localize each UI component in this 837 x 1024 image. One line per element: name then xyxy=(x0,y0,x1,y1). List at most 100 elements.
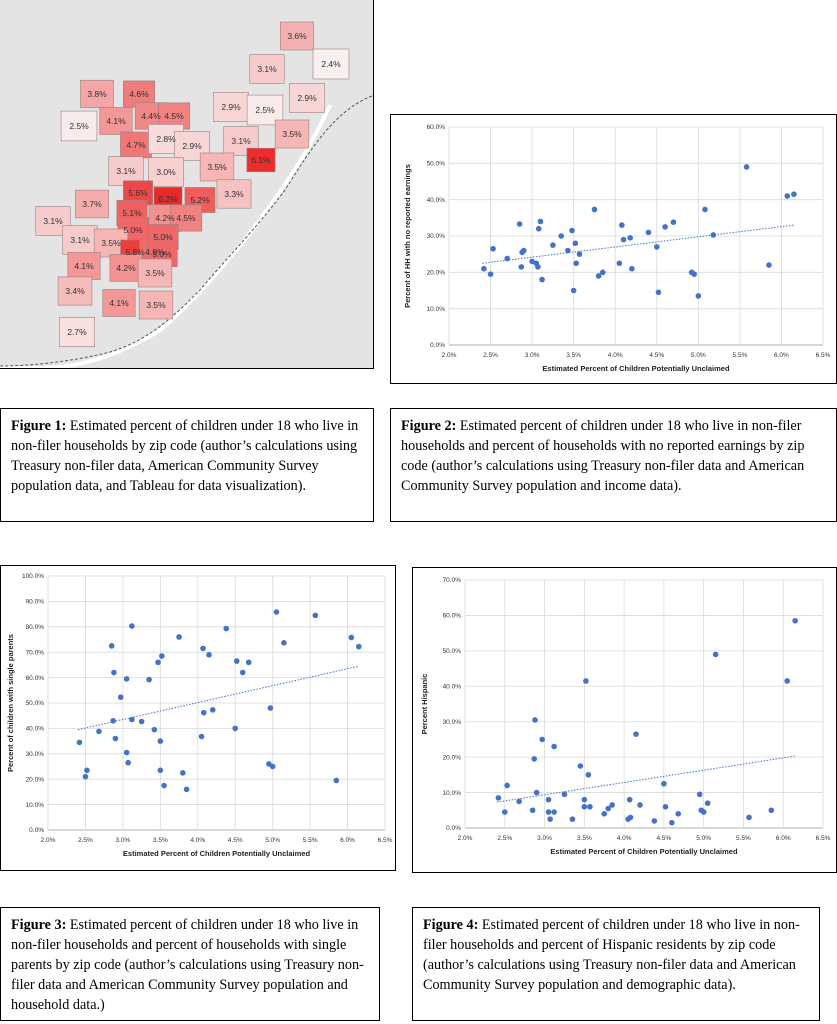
data-point xyxy=(535,225,542,232)
data-point xyxy=(176,634,182,640)
zip-region xyxy=(199,152,235,182)
zip-label: 4.4% xyxy=(141,111,161,121)
data-point xyxy=(551,809,557,815)
zip-label: 3.1% xyxy=(116,166,136,176)
data-point xyxy=(504,782,510,789)
data-point xyxy=(784,193,791,199)
data-point xyxy=(691,271,697,277)
data-point xyxy=(312,612,319,619)
data-point xyxy=(183,786,190,793)
x-tick-label: 6.0% xyxy=(774,352,789,359)
y-tick-label: 50.0% xyxy=(427,161,446,168)
figure-4-caption-text: Estimated percent of children under 18 w… xyxy=(423,917,800,993)
y-tick-label: 20.0% xyxy=(427,270,446,277)
zip-label: 5.2% xyxy=(190,195,210,205)
zip-label: 3.5% xyxy=(146,300,166,310)
x-tick-label: 5.0% xyxy=(696,835,711,842)
data-point xyxy=(151,726,158,733)
data-point xyxy=(547,816,553,822)
data-point xyxy=(627,235,633,241)
y-tick-label: 20.0% xyxy=(443,754,462,761)
data-point xyxy=(198,733,205,740)
y-tick-label: 0.0% xyxy=(430,342,445,349)
data-point xyxy=(232,725,239,732)
data-point xyxy=(206,651,212,658)
x-tick-label: 2.0% xyxy=(41,837,56,844)
figure-3-chart-frame: 0.0% 10.0% 20.0% 30.0% 40.0% 50.0% 60.0% 70.0% 8… xyxy=(0,565,396,871)
zip-label: 3.3% xyxy=(224,189,244,199)
y-tick-label: 40.0% xyxy=(443,683,462,690)
data-point xyxy=(159,653,165,659)
y-tick-label: 60.0% xyxy=(427,124,446,131)
y-axis-label: Percent of children with single parents xyxy=(6,634,15,772)
data-point xyxy=(157,767,164,774)
data-point xyxy=(355,643,362,650)
zip-region xyxy=(274,119,310,149)
x-tick-label: 4.5% xyxy=(656,835,671,842)
data-point xyxy=(784,678,790,684)
x-tick-label: 6.0% xyxy=(776,835,791,842)
zip-label: 2.7% xyxy=(67,327,87,337)
y-tick-label: 50.0% xyxy=(26,700,45,707)
zip-label: 4.2% xyxy=(116,263,136,273)
data-point xyxy=(129,716,135,723)
trendline xyxy=(482,224,794,264)
data-point xyxy=(129,623,135,629)
zip-label: 3.0% xyxy=(156,167,176,177)
x-tick-label: 4.5% xyxy=(649,352,664,359)
data-point xyxy=(281,640,287,646)
zip-label: 4.6% xyxy=(129,89,149,99)
trendline xyxy=(496,755,796,803)
figure-2-caption-lead: Figure 2: xyxy=(401,418,457,434)
y-tick-label: 10.0% xyxy=(427,306,446,313)
data-point xyxy=(551,743,557,750)
data-point xyxy=(581,803,588,810)
zip-region xyxy=(216,179,252,209)
x-tick-label: 3.5% xyxy=(566,352,581,359)
y-tick-label: 70.0% xyxy=(26,649,45,656)
data-point xyxy=(539,736,545,743)
data-point xyxy=(348,634,355,641)
data-point xyxy=(533,789,540,796)
data-point xyxy=(700,809,707,815)
data-point xyxy=(661,780,667,787)
data-point xyxy=(570,287,577,294)
x-tick-label: 4.0% xyxy=(190,837,205,844)
data-point xyxy=(539,276,545,283)
data-point xyxy=(746,814,752,821)
data-point xyxy=(518,264,525,270)
figure-2-chart-frame: 0.0% 10.0% 20.0% 30.0% 40.0% 50.0% 60.0% 2.0% 2.… xyxy=(390,114,837,384)
data-point xyxy=(529,807,536,814)
zip-label: 3.6% xyxy=(287,31,307,41)
zip-label: 3.8% xyxy=(87,89,107,99)
figure-4-caption-lead: Figure 4: xyxy=(423,917,479,933)
data-point xyxy=(609,802,615,808)
data-point xyxy=(490,245,496,252)
data-point xyxy=(702,206,708,213)
x-tick-label: 2.5% xyxy=(483,352,498,359)
figure-3-caption-lead: Figure 3: xyxy=(11,917,67,933)
y-tick-label: 20.0% xyxy=(26,776,45,783)
x-axis-label: Estimated Percent of Children Potentiall… xyxy=(123,849,311,858)
zip-label: 3.5% xyxy=(282,129,302,139)
data-point xyxy=(155,659,161,666)
zip-label: 3.1% xyxy=(257,64,277,74)
zip-label: 5.0% xyxy=(123,225,143,235)
zip-label: 4.7% xyxy=(126,140,146,150)
x-tick-label: 6.5% xyxy=(816,835,831,842)
zip-label: 4.1% xyxy=(74,261,94,271)
zip-label: 3.1% xyxy=(43,216,63,226)
zip-label: 4.1% xyxy=(109,298,129,308)
y-tick-label: 40.0% xyxy=(26,726,45,733)
data-point xyxy=(108,643,115,649)
zip-label: 3.1% xyxy=(70,235,90,245)
data-point xyxy=(233,658,240,664)
data-point xyxy=(591,206,598,213)
data-point xyxy=(82,773,89,780)
data-point xyxy=(766,262,772,268)
data-point xyxy=(583,678,589,684)
x-tick-label: 3.0% xyxy=(537,835,552,842)
figure-1-caption-lead: Figure 1: xyxy=(11,418,67,434)
data-point xyxy=(572,240,579,247)
data-point xyxy=(655,289,662,296)
